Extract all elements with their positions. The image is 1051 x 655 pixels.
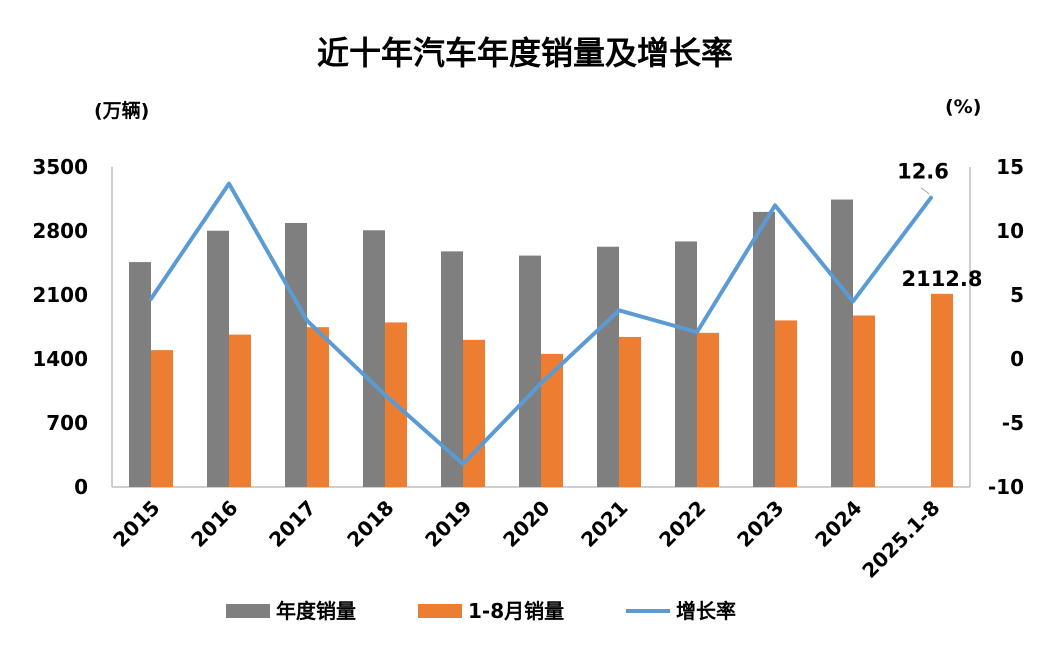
bar-annual-sales: [363, 230, 385, 488]
right-tick-label: 15: [996, 155, 1024, 179]
right-tick-label: -5: [1002, 411, 1024, 435]
category-label: 2021: [576, 496, 632, 552]
data-label-growth: 12.6: [897, 160, 949, 184]
data-label-ytd: 2112.8: [901, 267, 982, 291]
category-label: 2025.1-8: [857, 496, 944, 583]
bar-ytd-sales: [229, 334, 251, 487]
bar-annual-sales: [831, 199, 853, 487]
bar-ytd-sales: [619, 336, 641, 487]
legend-growth-label: 增长率: [676, 599, 736, 623]
left-tick-label: 3500: [32, 155, 88, 179]
data-labels: 2112.8 12.6: [897, 160, 982, 291]
left-axis-unit: (万辆): [94, 99, 149, 122]
bar-annual-sales: [597, 246, 619, 487]
category-label: 2024: [810, 496, 866, 552]
left-tick-label: 1400: [32, 347, 88, 371]
bar-ytd-sales: [151, 350, 173, 487]
bar-annual-sales: [129, 262, 151, 487]
bar-annual-sales: [441, 251, 463, 487]
left-tick-label: 2100: [32, 283, 88, 307]
right-axis-unit: (%): [945, 96, 981, 118]
right-tick-label: -10: [988, 475, 1024, 499]
bar-annual-sales: [675, 241, 697, 487]
category-label: 2023: [732, 496, 788, 552]
bar-annual-sales: [519, 255, 541, 487]
category-label: 2019: [420, 496, 476, 552]
growth-rate-line: [149, 181, 933, 466]
left-tick-label: 2800: [32, 219, 88, 243]
right-tick-label: 5: [1010, 283, 1024, 307]
chart-title: 近十年汽车年度销量及增长率: [317, 34, 733, 72]
category-label: 2016: [186, 496, 242, 552]
left-tick-label: 0: [74, 475, 88, 499]
bar-ytd-sales: [463, 339, 485, 487]
bar-ytd-sales: [853, 315, 875, 487]
category-label: 2018: [342, 496, 398, 552]
legend-annual-swatch: [226, 604, 270, 618]
data-label-leader: [920, 187, 930, 195]
category-label: 2017: [264, 496, 320, 552]
legend-ytd-label: 1-8月销量: [468, 599, 564, 623]
right-axis-ticks: -10 -5 0 5 10 15: [988, 155, 1024, 499]
right-tick-label: 10: [996, 219, 1024, 243]
right-tick-label: 0: [1010, 347, 1024, 371]
bar-ytd-sales: [775, 320, 797, 487]
legend-annual-label: 年度销量: [276, 599, 356, 623]
bar-ytd-sales: [697, 332, 719, 487]
bar-ytd-sales: [541, 353, 563, 487]
bar-ytd-sales: [307, 327, 329, 487]
category-labels: 2015 2016 2017 2018 2019 2020 2021 2022 2023 2024…: [108, 496, 944, 583]
bar-ytd-sales: [931, 293, 953, 487]
bar-annual-sales: [753, 211, 775, 488]
category-label: 2022: [654, 496, 710, 552]
bar-annual-sales: [285, 222, 307, 487]
legend: 年度销量 1-8月销量 增长率: [226, 599, 736, 623]
left-axis-ticks: 0 700 1400 2100 2800 3500: [32, 155, 88, 499]
category-label: 2020: [498, 496, 554, 552]
legend-ytd-swatch: [418, 604, 462, 618]
left-tick-label: 700: [46, 411, 88, 435]
plot-area: [111, 167, 971, 488]
bar-annual-sales: [207, 230, 229, 487]
category-label: 2015: [108, 496, 164, 552]
